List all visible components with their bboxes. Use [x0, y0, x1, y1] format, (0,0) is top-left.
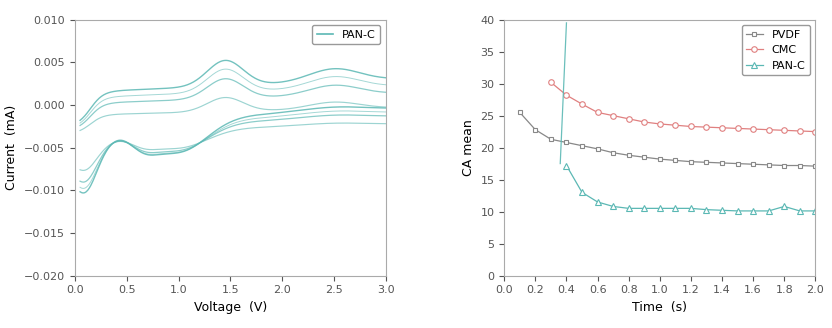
PAN-C	[592, 200, 602, 204]
CMC	[671, 123, 681, 127]
PVDF	[748, 162, 758, 166]
PVDF	[701, 160, 711, 164]
CMC	[592, 111, 602, 114]
CMC	[701, 125, 711, 129]
CMC	[639, 120, 649, 124]
Line: CMC: CMC	[548, 80, 818, 134]
PVDF	[624, 153, 634, 157]
PVDF	[530, 128, 540, 132]
CMC	[717, 126, 727, 130]
PVDF	[686, 160, 696, 164]
CMC	[733, 126, 743, 130]
PAN-C	[780, 204, 790, 208]
CMC	[780, 128, 790, 132]
PVDF	[577, 144, 587, 148]
PAN-C	[686, 206, 696, 210]
PAN-C	[639, 206, 649, 210]
PVDF	[795, 164, 805, 168]
CMC	[655, 122, 665, 126]
CMC	[686, 125, 696, 129]
CMC	[577, 102, 587, 106]
PVDF	[562, 140, 572, 144]
CMC	[795, 129, 805, 133]
PVDF	[592, 147, 602, 151]
Line: PAN-C: PAN-C	[564, 163, 818, 214]
PVDF	[639, 155, 649, 159]
PVDF	[515, 111, 525, 114]
PVDF	[717, 161, 727, 165]
PAN-C	[764, 209, 774, 213]
PVDF	[546, 137, 556, 141]
Line: PVDF: PVDF	[518, 110, 818, 169]
PAN-C	[671, 206, 681, 210]
CMC	[546, 80, 556, 84]
PVDF	[733, 162, 743, 166]
PAN-C	[748, 209, 758, 213]
CMC	[764, 128, 774, 132]
Y-axis label: Current  (mA): Current (mA)	[6, 105, 18, 190]
PAN-C	[608, 204, 618, 208]
PAN-C	[795, 209, 805, 213]
PAN-C	[577, 190, 587, 194]
PAN-C	[733, 209, 743, 213]
PAN-C	[562, 164, 572, 168]
PVDF	[780, 164, 790, 168]
X-axis label: Time  (s): Time (s)	[632, 301, 687, 314]
CMC	[624, 117, 634, 121]
Legend: PAN-C: PAN-C	[312, 25, 380, 44]
PAN-C	[717, 208, 727, 212]
Y-axis label: CA mean: CA mean	[462, 119, 475, 176]
PVDF	[655, 157, 665, 161]
CMC	[748, 127, 758, 131]
CMC	[608, 113, 618, 117]
PVDF	[810, 164, 820, 168]
PVDF	[764, 163, 774, 167]
PAN-C	[624, 206, 634, 210]
PVDF	[671, 158, 681, 162]
Legend: PVDF, CMC, PAN-C: PVDF, CMC, PAN-C	[741, 25, 810, 75]
PAN-C	[701, 208, 711, 212]
X-axis label: Voltage  (V): Voltage (V)	[194, 301, 267, 314]
CMC	[562, 93, 572, 97]
PAN-C	[655, 206, 665, 210]
CMC	[810, 130, 820, 133]
PAN-C	[810, 209, 820, 213]
PVDF	[608, 151, 618, 155]
